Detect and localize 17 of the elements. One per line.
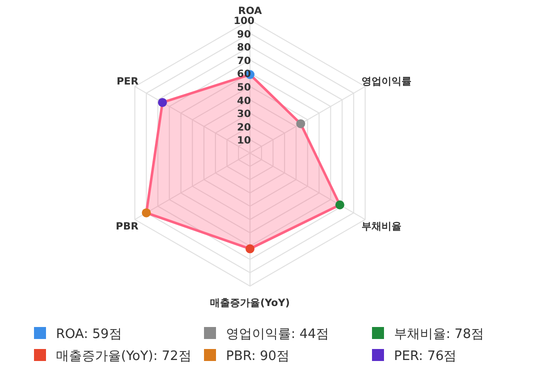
- y-tick-label: 90: [237, 29, 251, 40]
- y-tick-label: 50: [237, 82, 251, 94]
- y-tick-label: 30: [237, 109, 251, 120]
- y-tick-label: 10: [237, 136, 251, 147]
- y-tick-label: 80: [237, 42, 251, 54]
- spoke-label: ROA: [238, 6, 262, 18]
- y-tick-label: 70: [237, 56, 251, 67]
- annotations: ROA: 59점 영업이익률: 44점 부채비율: 78점 매출증가율(YoY): 72점 PBR: 90점 PER: 76점: [34, 327, 484, 364]
- spoke-label: PER: [116, 76, 139, 88]
- y-tick-label: 20: [237, 122, 251, 134]
- spoke-label: 매출증가율(YoY): [210, 298, 290, 309]
- spoke-label: PBR: [116, 221, 139, 232]
- spoke-label: 영업이익률: [362, 76, 412, 88]
- y-tick-label: 40: [237, 96, 251, 107]
- y-tick-label: 60: [237, 69, 251, 80]
- spoke-label: 부채비율: [362, 221, 402, 232]
- y-tick-label: 100: [234, 16, 254, 27]
